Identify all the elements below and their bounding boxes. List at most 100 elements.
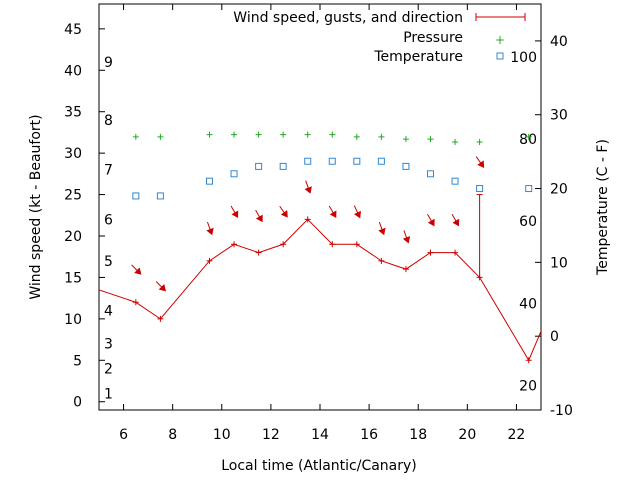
wind-direction-arrow — [155, 281, 167, 292]
wind-series — [99, 194, 541, 364]
wind-direction-arrow — [279, 205, 288, 218]
beaufort-label: 9 — [104, 55, 113, 71]
beaufort-label: 4 — [104, 304, 113, 320]
wind-direction-arrow — [475, 156, 485, 168]
y-tick-label: 10 — [64, 312, 82, 328]
fahrenheit-label: 40 — [519, 297, 537, 313]
plot-frame — [98, 3, 542, 411]
temperature-point — [353, 157, 361, 165]
y-tick-label: 15 — [64, 270, 82, 286]
x-tick-label: 10 — [213, 427, 231, 443]
legend-wind-label: Wind speed, gusts, and direction — [233, 10, 463, 26]
wind-point — [206, 257, 213, 264]
legend-temperature-label: Temperature — [373, 49, 463, 65]
temperature-point — [230, 170, 238, 178]
fahrenheit-label: 100 — [510, 50, 537, 66]
wind-direction-arrow — [427, 213, 435, 227]
pressure-point — [402, 136, 409, 143]
pressure-point — [304, 131, 311, 138]
y2-tick-label: 20 — [550, 182, 568, 198]
wind-speed-line — [99, 218, 541, 362]
arrow-head — [280, 210, 288, 218]
y-tick-label: 20 — [64, 229, 82, 245]
y-tick-label: 30 — [64, 146, 82, 162]
x-tick-label: 12 — [262, 427, 280, 443]
y-axis-label-right: Temperature (C - F) — [595, 139, 611, 276]
wind-direction-arrow — [131, 264, 142, 275]
temperature-point — [402, 162, 410, 170]
temperature-point — [279, 162, 287, 170]
wind-direction-arrow — [230, 205, 239, 219]
wind-direction-arrow — [255, 209, 263, 223]
x-tick-label: 20 — [458, 427, 476, 443]
beaufort-label: 1 — [104, 386, 113, 402]
y2-tick-label: 30 — [550, 108, 568, 124]
wind-point — [353, 241, 360, 248]
temperature-point — [206, 177, 213, 185]
y2-tick-label: 40 — [550, 34, 568, 50]
x-tick-label: 18 — [409, 427, 427, 443]
temperature-point — [427, 170, 434, 178]
pressure-point — [206, 131, 213, 138]
x-tick-label: 14 — [311, 427, 329, 443]
beaufort-label: 8 — [104, 113, 113, 129]
arrow-head — [304, 186, 312, 194]
temperature-point — [304, 157, 312, 165]
pressure-point — [132, 133, 139, 140]
y-tick-label: 45 — [64, 22, 82, 38]
arrow-head — [134, 267, 142, 275]
legend: Wind speed, gusts, and direction Pressur… — [233, 10, 526, 65]
arrow-head — [477, 160, 485, 168]
wind-point — [280, 241, 287, 248]
beaufort-label: 6 — [104, 212, 113, 228]
temperature-point — [255, 162, 263, 170]
pressure-point — [231, 131, 238, 138]
legend-pressure-label: Pressure — [403, 30, 463, 46]
beaufort-label: 3 — [104, 337, 113, 353]
y-tick-label: 40 — [64, 63, 82, 79]
pressure-point — [476, 139, 483, 146]
wind-direction-arrow — [378, 221, 386, 236]
temperature-point — [525, 185, 533, 193]
wind-point — [378, 257, 385, 264]
arrow-head — [255, 214, 263, 223]
arrow-head — [158, 284, 167, 292]
wind-direction-arrow — [328, 205, 337, 219]
x-tick-label: 16 — [360, 427, 378, 443]
y2-tick-label: 10 — [550, 255, 568, 271]
arrow-head — [206, 227, 214, 236]
x-axis-label: Local time (Atlantic/Canary) — [221, 458, 417, 474]
wind-point — [427, 249, 434, 256]
y2-tick-label: -10 — [550, 403, 573, 419]
x-tick-label: 22 — [508, 427, 526, 443]
pressure-point — [452, 139, 459, 146]
temperature-point — [328, 157, 336, 165]
pressure-point — [255, 131, 262, 138]
wind-direction-arrow — [451, 213, 460, 227]
beaufort-label: 7 — [104, 163, 113, 179]
wind-point — [157, 315, 164, 322]
fahrenheit-label: 60 — [519, 214, 537, 230]
temperature-point — [156, 192, 164, 200]
wind-point — [304, 216, 311, 223]
wind-point — [402, 266, 409, 273]
arrow-head — [402, 236, 411, 244]
arrow-head — [378, 227, 386, 236]
y-tick-label: 5 — [73, 353, 82, 369]
wind-direction-arrow — [353, 205, 361, 219]
temperature-point — [451, 177, 459, 185]
temperature-point — [476, 185, 484, 193]
temperature-point — [377, 157, 385, 165]
y2-tick-label: 0 — [550, 329, 559, 345]
beaufort-label: 5 — [104, 254, 113, 270]
arrow-head — [427, 218, 435, 227]
pressure-point — [427, 136, 434, 143]
arrow-head — [231, 210, 239, 219]
pressure-point — [280, 131, 287, 138]
wind-point — [525, 357, 532, 364]
temperature-point — [132, 192, 140, 200]
wind-point — [452, 249, 459, 256]
arrow-head — [353, 210, 361, 219]
pressure-point — [329, 131, 336, 138]
